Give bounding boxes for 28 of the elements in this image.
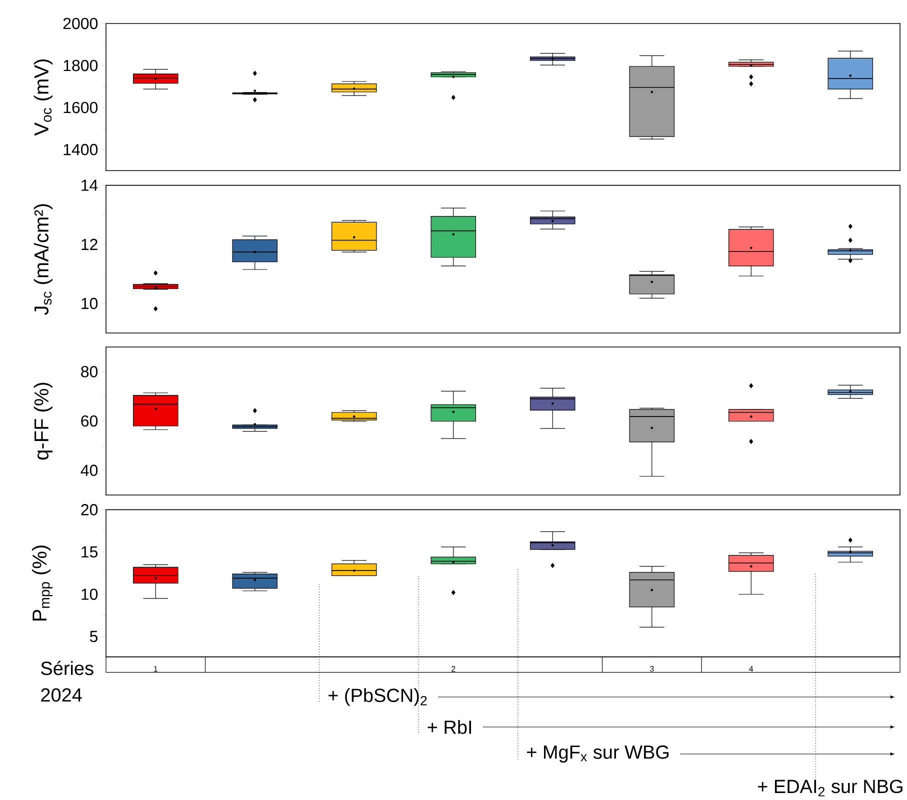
y-tick-label: 20 [81,504,98,516]
text: + (PbSCN)$_{2}$ [328,688,427,706]
y-axis-title: J$_{sc}$ (mA/cm²) [34,204,52,315]
y-axis-title: q-FF (%) [34,382,52,460]
text: + RbI [428,720,472,734]
x-tick-label: 3 [650,666,654,672]
y-tick-label: 12 [82,238,98,250]
x-tick-label: 2 [452,666,456,672]
y-tick-label: 10 [82,298,98,310]
x-tick-label: 1 [154,666,158,672]
y-tick-label: 40 [80,464,98,476]
y-axis-title: P$_{mpp}$ (%) [32,546,52,620]
text: Séries [41,660,94,676]
y-tick-label: 14 [82,180,98,191]
text: + EDAI$_{2}$ sur NBG [758,780,902,796]
y-tick-label: 10 [82,588,98,600]
y-tick-label: 15 [82,546,98,558]
y-tick-label: 60 [81,415,98,427]
y-tick-label: 5 [90,630,98,642]
y-tick-label: 1400 [64,144,98,156]
y-tick-label: 1800 [64,60,98,72]
x-tick-label: 4 [749,666,754,672]
y-axis-title: V$_{oc}$ (mV) [34,60,52,136]
text: 2024 [41,688,82,702]
y-tick-label: 2000 [63,18,98,30]
y-tick-label: 1600 [64,102,98,114]
y-tick-label: 80 [81,366,98,378]
text: + MgF$_{x}$ sur WBG [527,745,669,763]
